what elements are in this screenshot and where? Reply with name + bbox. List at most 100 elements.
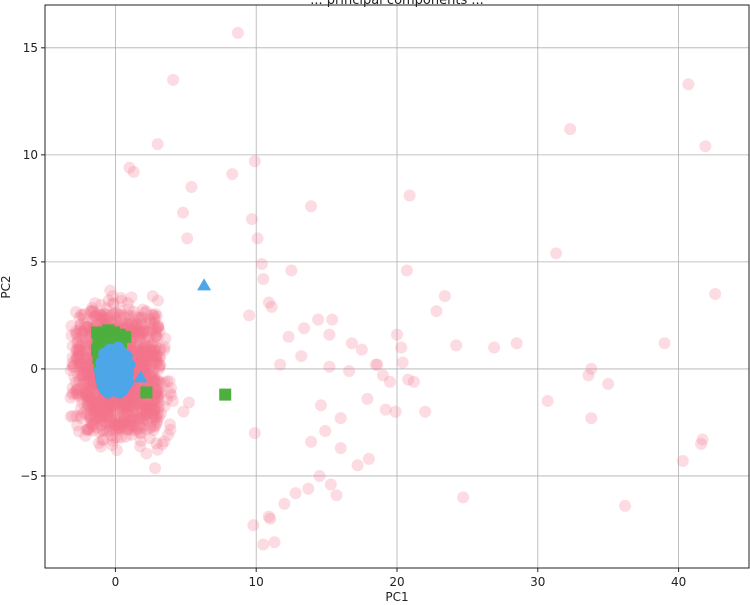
scatter-point	[103, 404, 116, 417]
scatter-point	[541, 395, 554, 408]
scatter-point	[88, 402, 101, 415]
scatter-point	[152, 396, 165, 409]
scatter-point	[302, 482, 315, 495]
scatter-point	[369, 358, 382, 371]
scatter-point	[152, 363, 165, 376]
scatter-point	[146, 356, 159, 369]
scatter-point	[72, 382, 85, 395]
scatter-point	[85, 392, 98, 405]
scatter-point	[133, 327, 146, 340]
scatter-point	[91, 398, 104, 411]
scatter-point	[91, 405, 104, 418]
scatter-point	[150, 310, 163, 323]
scatter-point	[81, 352, 94, 365]
scatter-point	[84, 369, 97, 382]
scatter-point	[137, 347, 150, 360]
scatter-point	[154, 376, 167, 389]
scatter-point	[99, 408, 112, 421]
scatter-point	[80, 366, 93, 379]
scatter-point	[79, 386, 92, 399]
scatter-point	[137, 405, 150, 418]
scatter-point	[86, 419, 99, 432]
scatter-point	[121, 409, 134, 422]
scatter-point	[89, 309, 102, 322]
scatter-point	[102, 398, 115, 411]
scatter-point	[124, 415, 137, 428]
scatter-point	[148, 403, 161, 416]
scatter-point	[395, 341, 408, 354]
scatter-point	[150, 411, 163, 424]
scatter-point	[104, 412, 117, 425]
scatter-point	[145, 349, 158, 362]
scatter-point	[70, 328, 83, 341]
scatter-point	[79, 362, 92, 375]
scatter-point	[100, 402, 113, 415]
scatter-point	[78, 337, 91, 350]
scatter-point	[64, 391, 77, 404]
scatter-point	[80, 389, 93, 402]
scatter-point	[148, 343, 161, 356]
scatter-point	[351, 459, 364, 472]
scatter-point	[148, 344, 161, 357]
scatter-point	[126, 411, 139, 424]
scatter-point	[334, 442, 347, 455]
scatter-point	[121, 394, 134, 407]
scatter-point	[136, 354, 149, 367]
scatter-point	[101, 410, 114, 423]
scatter-point	[151, 356, 164, 369]
scatter-point	[131, 391, 144, 404]
scatter-point	[147, 424, 160, 437]
scatter-point	[152, 375, 165, 388]
scatter-point	[86, 301, 99, 314]
y-axis-ticks: −5 0 5 10 15	[20, 41, 45, 483]
scatter-point	[160, 393, 173, 406]
scatter-point	[147, 363, 160, 376]
scatter-point	[150, 349, 163, 362]
scatter-point	[66, 360, 79, 373]
scatter-point	[66, 381, 79, 394]
x-axis-label: PC1	[385, 590, 408, 604]
scatter-point	[94, 410, 107, 423]
scatter-point	[268, 536, 281, 549]
scatter-point	[124, 419, 137, 432]
scatter-point	[92, 397, 105, 410]
scatter-point	[118, 311, 131, 324]
scatter-point	[585, 362, 598, 375]
scatter-point	[144, 399, 157, 412]
scatter-point	[137, 323, 150, 336]
scatter-point	[564, 123, 577, 136]
scatter-point	[135, 351, 148, 364]
scatter-point	[124, 309, 137, 322]
scatter-point	[152, 385, 165, 398]
scatter-point	[147, 309, 160, 322]
scatter-point	[135, 412, 148, 425]
scatter-point	[101, 308, 114, 321]
scatter-point	[126, 389, 139, 402]
scatter-point	[130, 422, 143, 435]
scatter-point	[129, 393, 142, 406]
scatter-point	[134, 344, 147, 357]
scatter-point	[108, 413, 121, 426]
scatter-point	[145, 366, 158, 379]
y-tick-label: 15	[23, 41, 38, 55]
x-tick-label: 10	[249, 575, 264, 589]
scatter-point	[383, 375, 396, 388]
scatter-point	[658, 337, 671, 350]
scatter-point	[75, 327, 88, 340]
scatter-point	[126, 404, 139, 417]
scatter-point	[130, 342, 143, 355]
scatter-point	[145, 346, 158, 359]
scatter-point	[88, 394, 101, 407]
x-axis-ticks: 0 10 20 30 40	[112, 568, 686, 589]
scatter-point	[107, 408, 120, 421]
scatter-point	[81, 399, 94, 412]
scatter-point	[120, 399, 133, 412]
scatter-point	[76, 309, 89, 322]
scatter-point	[146, 347, 159, 360]
scatter-point	[149, 375, 162, 388]
scatter-point	[135, 315, 148, 328]
scatter-point	[94, 419, 107, 432]
scatter-point	[82, 422, 95, 435]
scatter-point	[140, 305, 153, 318]
scatter-point	[152, 322, 165, 335]
